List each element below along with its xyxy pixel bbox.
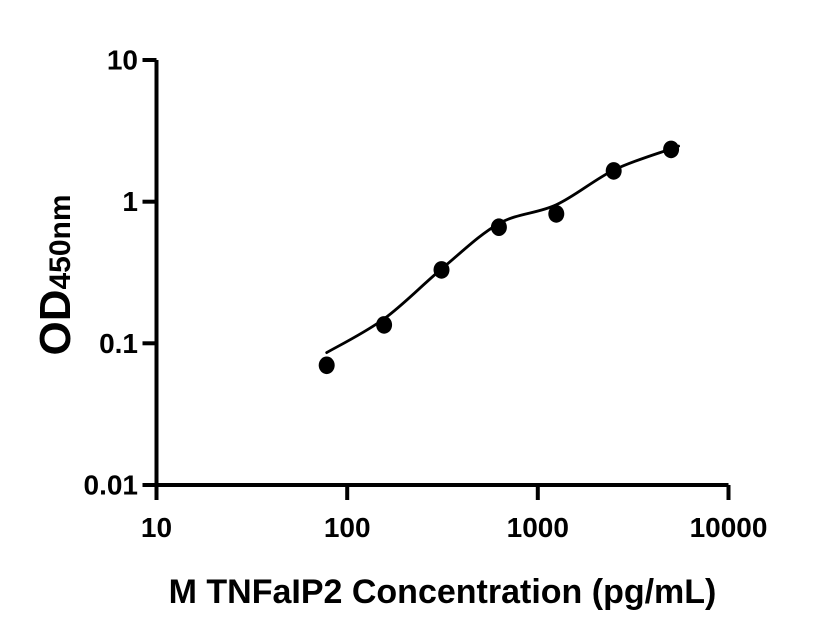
data-point bbox=[663, 140, 680, 159]
data-point bbox=[433, 261, 450, 279]
x-tick-label: 1000 bbox=[507, 512, 569, 543]
x-tick-label: 10 bbox=[141, 512, 172, 543]
y-tick-label: 1 bbox=[122, 186, 138, 217]
data-point bbox=[605, 162, 622, 180]
y-tick-label: 10 bbox=[107, 45, 138, 76]
x-axis-title: M TNFaIP2 Concentration (pg/mL) bbox=[169, 573, 717, 611]
y-tick-label: 0.1 bbox=[99, 328, 138, 359]
data-point bbox=[376, 316, 393, 334]
y-axis-title-sub: 450nm bbox=[44, 194, 77, 289]
y-axis-title-main: OD bbox=[31, 290, 80, 356]
data-point bbox=[490, 218, 507, 236]
y-axis-title: OD450nm bbox=[31, 194, 80, 355]
x-tick-label: 100 bbox=[324, 512, 371, 543]
y-axis-title-group: OD450nm bbox=[31, 194, 80, 355]
y-tick-label: 0.01 bbox=[84, 470, 139, 501]
data-point bbox=[318, 356, 335, 375]
x-tick-label: 10000 bbox=[690, 512, 768, 543]
data-point bbox=[548, 205, 565, 223]
